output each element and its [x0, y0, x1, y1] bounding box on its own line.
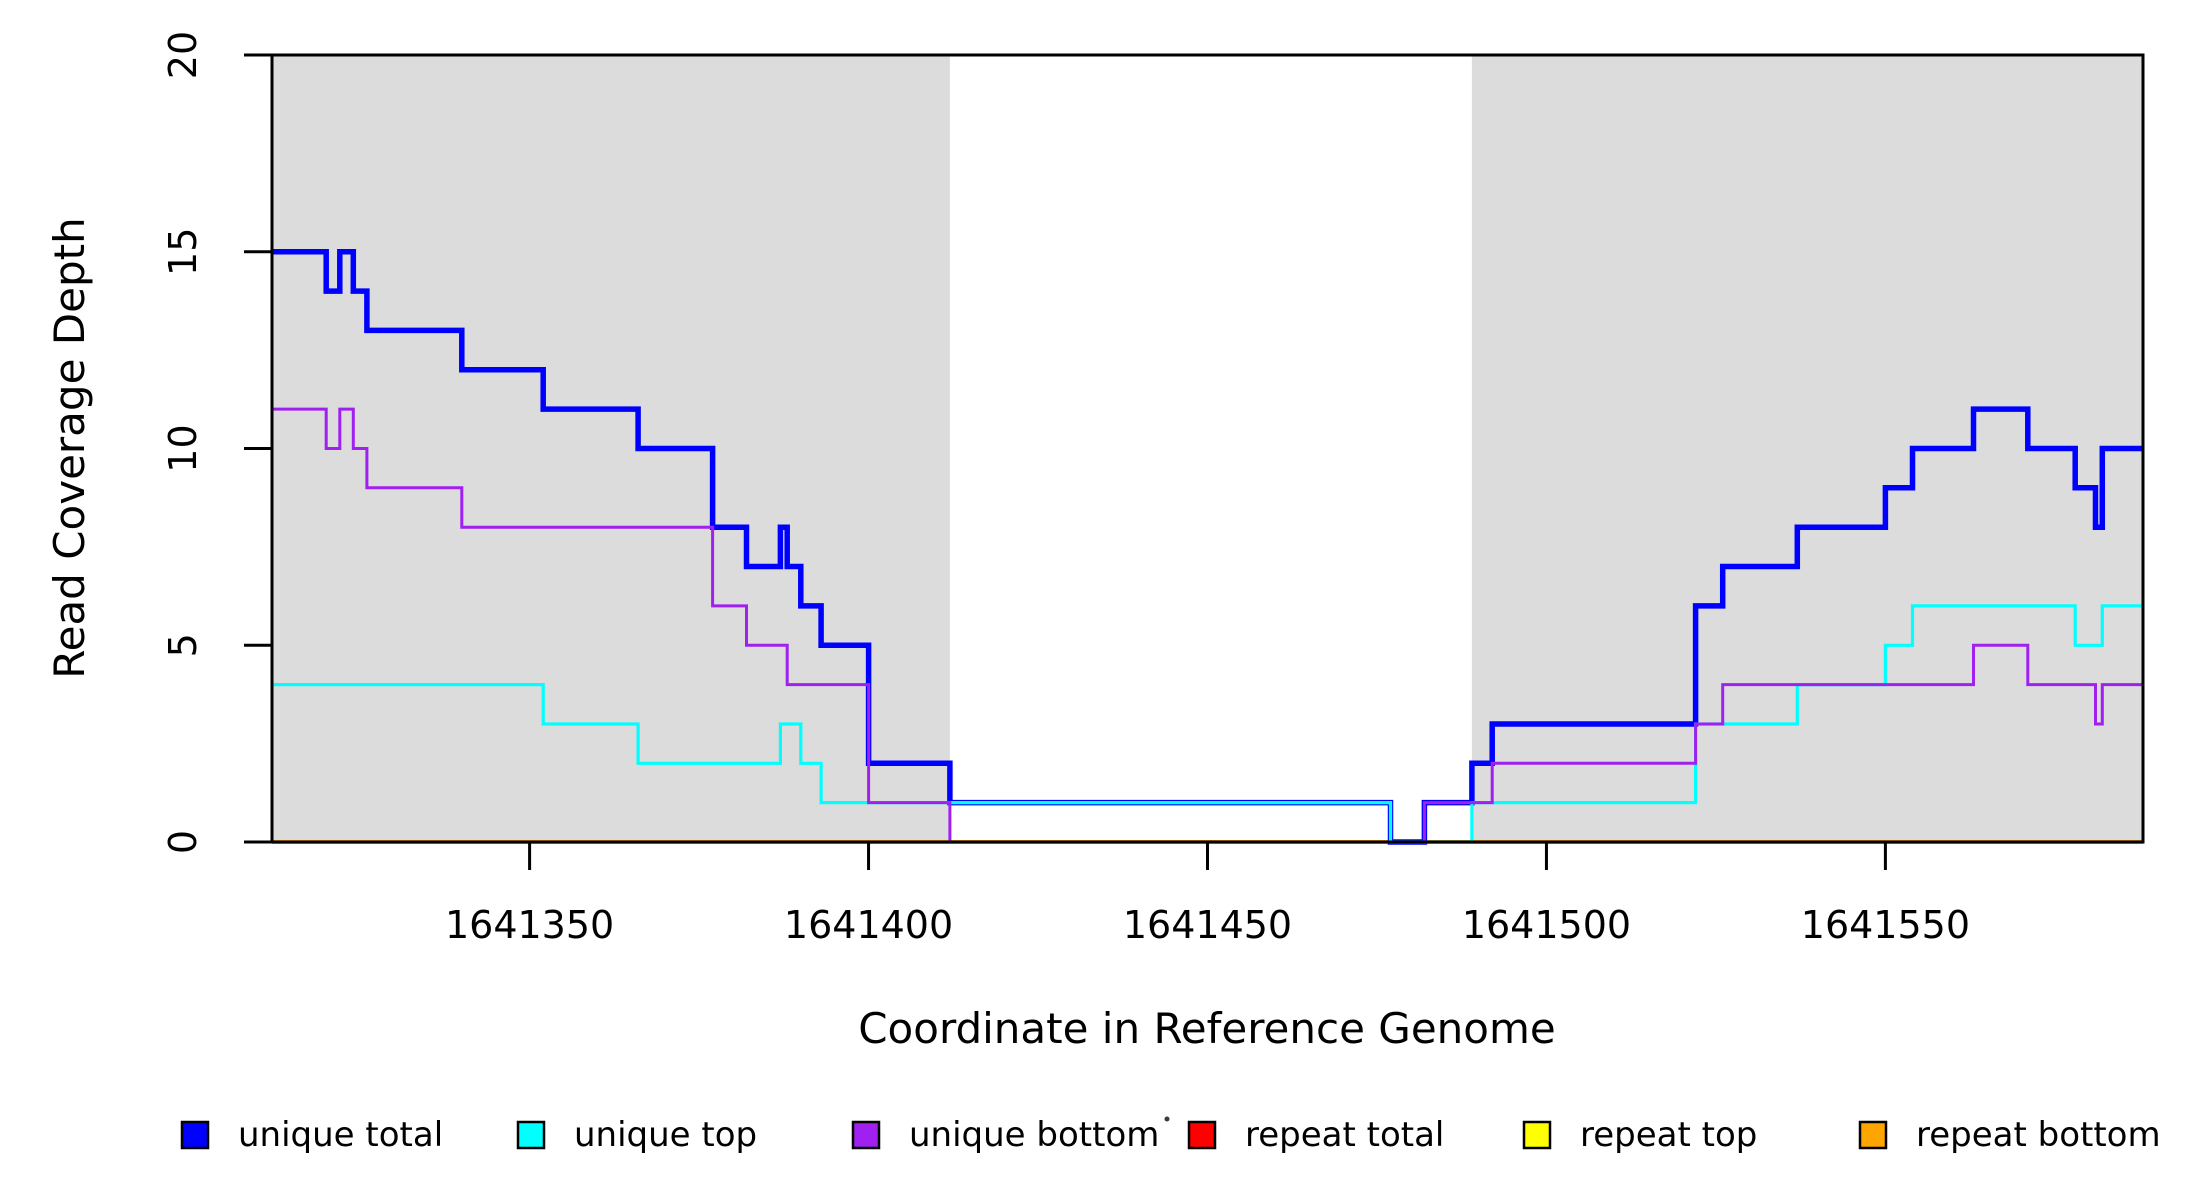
legend-item-repeat-top: repeat top: [1522, 1115, 1757, 1155]
legend-swatch: [851, 1120, 881, 1150]
legend-label: repeat top: [1580, 1115, 1757, 1155]
legend-item-unique-total: unique total: [180, 1115, 443, 1155]
legend-swatch: [516, 1120, 546, 1150]
legend-swatch: [1187, 1120, 1217, 1150]
y-tick-label: 10: [161, 424, 205, 472]
y-tick-label: 20: [161, 31, 205, 79]
x-tick-label: 1641550: [1801, 903, 1970, 947]
legend-item-unique-top: unique top: [516, 1115, 757, 1155]
legend-label: unique total: [238, 1115, 443, 1155]
legend-item-repeat-total: repeat total: [1187, 1115, 1444, 1155]
legend-swatch: [1858, 1120, 1888, 1150]
legend-label: unique bottom: [909, 1115, 1159, 1155]
series-line-unique-total: [272, 249, 2143, 845]
x-tick-label: 1641400: [784, 903, 953, 947]
legend-item-repeat-bottom: repeat bottom: [1858, 1115, 2161, 1155]
x-tick-label: 1641450: [1123, 903, 1292, 947]
series-line-unique-top: [272, 604, 2143, 844]
shaded-region: [272, 55, 950, 842]
y-tick-label: 0: [161, 830, 205, 854]
stray-dot: [1164, 1116, 1170, 1122]
x-axis-title: Coordinate in Reference Genome: [858, 1004, 1556, 1053]
x-tick-label: 1641350: [445, 903, 614, 947]
x-tick-label: 1641500: [1462, 903, 1631, 947]
legend-item-unique-bottom: unique bottom: [851, 1115, 1159, 1155]
y-tick-label: 15: [161, 228, 205, 276]
legend-label: repeat total: [1245, 1115, 1444, 1155]
plot-area: 1641350 1641400 1641450 1641500 1641550 0 5 10 1…: [161, 31, 2145, 947]
legend-label: unique top: [574, 1115, 757, 1155]
y-axis-title: Read Coverage Depth: [45, 217, 94, 678]
legend-swatch: [1522, 1120, 1552, 1150]
legend: unique total unique top unique bottom repea…: [180, 1115, 2161, 1155]
series-line-unique-bottom: [272, 407, 2143, 844]
legend-label: repeat bottom: [1916, 1115, 2161, 1155]
y-tick-label: 5: [161, 633, 205, 657]
legend-swatch: [180, 1120, 210, 1150]
